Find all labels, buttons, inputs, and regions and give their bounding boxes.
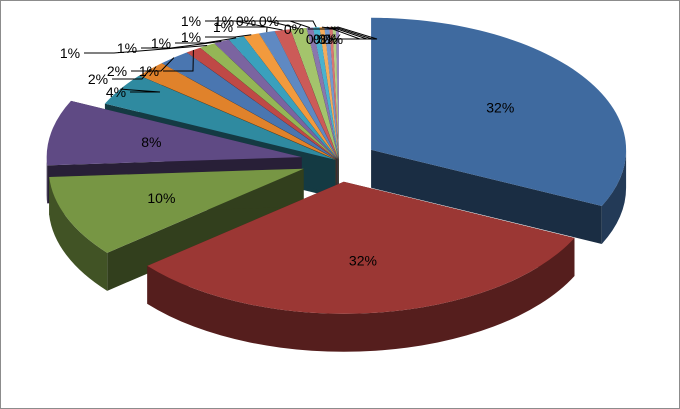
pie-slice-18 [324,26,339,159]
pie-slice-9 [214,39,338,160]
data-label-21: 0% [323,31,343,47]
data-label-10: 1% [151,35,171,51]
data-label-15: 0% [236,13,256,29]
pie-slice-10 [228,36,338,159]
pie-slice-tops [46,17,627,314]
pie-slice-11 [243,33,338,159]
data-label-18: 0% [306,31,326,47]
data-label-6: 2% [107,63,127,79]
data-labels: 32%32%10%8%4%2%2% 1%1% 1% 1% 1%1%1% 1% 0% 0% 0%0… [60,13,514,268]
pie-slice-side-0-0 [601,149,627,245]
pie-slice-wall-0-1 [371,149,602,245]
leader-line-10 [175,37,237,44]
data-label-8: 1% [60,45,80,61]
pie-slice-2 [49,168,304,253]
pie-slice-0 [371,17,627,207]
data-label-20: 0% [318,31,338,47]
data-label-17: 0% [284,21,304,37]
data-label-19: 0% [313,31,333,47]
pie-slice-side-1-0 [147,237,575,352]
pie-slice-6 [161,52,337,160]
data-label-5: 2% [88,71,108,87]
leader-line-11 [205,34,252,38]
pie-slice-21 [335,26,339,159]
leader-lines [84,20,378,93]
leader-line-7 [163,49,194,72]
pie-slice-20 [332,26,339,159]
data-label-1: 32% [349,252,377,268]
leader-line-8 [84,44,208,54]
data-label-0: 32% [486,99,514,115]
data-label-14: 1% [214,13,234,29]
data-label-11: 1% [181,29,201,45]
pie-slice-5 [139,63,337,160]
leader-line-9 [141,40,222,49]
pie-slice-8 [200,43,337,160]
data-label-4: 4% [106,84,126,100]
pie-slice-7 [186,47,337,160]
leader-line-13 [205,20,283,31]
data-label-16: 0% [259,13,279,29]
pie-slice-19 [329,26,339,159]
pie-slice-16 [313,27,339,159]
pie-slice-15 [306,27,339,159]
leader-line-21 [337,26,378,40]
data-label-3: 8% [141,134,161,150]
pie-slice-1 [147,181,575,314]
pie-slice-17 [319,27,339,159]
data-label-12: 1% [213,19,233,35]
data-label-2: 10% [147,190,175,206]
data-label-13: 1% [181,13,201,29]
pie-slice-13 [274,29,339,159]
leader-line-16 [283,20,317,28]
data-label-7: 1% [139,63,159,79]
pie-slice-12 [259,31,338,159]
leader-line-5 [112,68,151,80]
pie-slice-side-3-0 [46,157,48,204]
leader-line-4 [120,88,161,93]
pie-slice-14 [290,27,339,159]
leader-line-6 [131,57,175,72]
data-label-9: 1% [117,40,137,56]
pie-slice-4 [104,75,336,160]
pie-slice-side-2-0 [49,176,108,291]
pie-slice-3 [46,100,302,166]
